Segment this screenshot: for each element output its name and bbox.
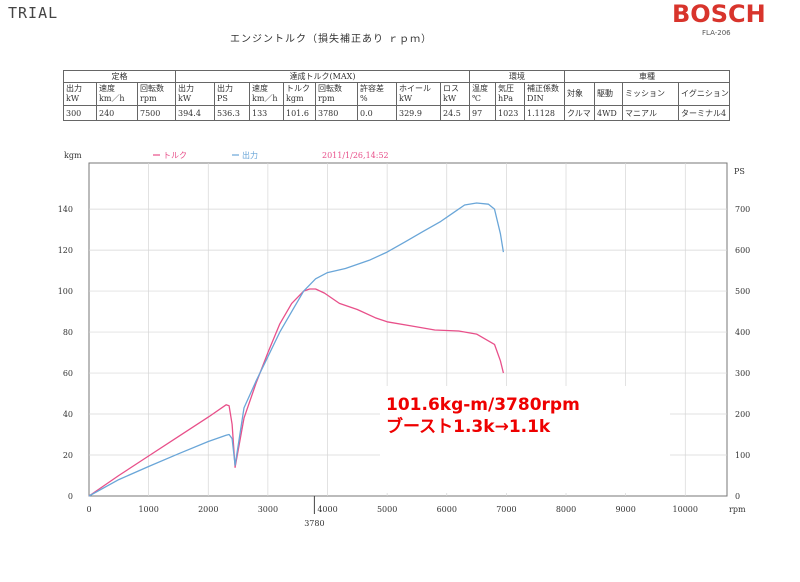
x-tick-label: 6000 (437, 505, 457, 514)
trial-label: TRIAL (8, 4, 59, 22)
x-tick-label: 7000 (496, 505, 516, 514)
y-left-tick-label: 140 (58, 205, 73, 214)
plot-frame (88, 162, 728, 497)
y-right-tick-label: 700 (735, 205, 750, 214)
y-right-tick-label: 100 (735, 451, 750, 460)
x-tick-label: 8000 (556, 505, 576, 514)
spec-table: 定格 達成トルク(MAX) 環境 車種 出力 kW 速度 km／h 回転数 rpm 出力 kW… (63, 70, 731, 121)
spec-header-cell: 駆動 (594, 82, 624, 106)
spec-value-cell: 240 (96, 105, 138, 121)
y-left-tick-label: 80 (63, 328, 73, 337)
spec-value-cell: ターミナル4 (678, 105, 731, 121)
timestamp-label: 2011/1/26,14:52 (322, 151, 389, 160)
y-right-tick-label: 0 (735, 492, 740, 501)
annotation-box (380, 386, 670, 493)
spec-value-cell: 300 (63, 105, 97, 121)
y-right-tick-label: 300 (735, 369, 750, 378)
y-left-tick-label: 0 (68, 492, 73, 501)
y-left-unit-label: kgm (64, 151, 82, 160)
spec-header-cell: 速度 km／h (249, 82, 284, 106)
legend-label-torque: トルク (163, 151, 187, 160)
x-tick-label: 9000 (615, 505, 635, 514)
y-right-unit-label: PS (734, 167, 745, 176)
model-number: FLA-206 (702, 29, 731, 37)
peak-marker-label: 3780 (304, 519, 324, 528)
spec-header-cell: ロス kW (439, 82, 471, 106)
spec-value-cell: 394.4 (175, 105, 215, 121)
x-tick-label: 4000 (317, 505, 337, 514)
y-right-tick-label: 500 (735, 287, 750, 296)
spec-header-cell: 対象 (564, 82, 596, 106)
x-tick-label: 2000 (198, 505, 218, 514)
y-left-tick-label: 100 (58, 287, 73, 296)
annotation-line-2: ブースト1.3k→1.1k (386, 416, 551, 437)
spec-value-row: 300 240 7500 394.4 536.3 133 101.6 3780 0.0 329.9… (63, 105, 731, 121)
y-left-tick-label: 40 (63, 410, 73, 419)
y-left-tick-label: 60 (63, 369, 73, 378)
x-tick-label: 1000 (138, 505, 158, 514)
spec-header-cell: イグニション (678, 82, 731, 106)
y-right-tick-label: 400 (735, 328, 750, 337)
spec-value-cell: 101.6 (283, 105, 316, 121)
spec-header-cell: 出力 kW (63, 82, 97, 106)
y-right-tick-label: 600 (735, 246, 750, 255)
spec-value-cell: マニアル (622, 105, 680, 121)
x-tick-label: 0 (86, 505, 91, 514)
legend-label-power: 出力 (242, 150, 258, 160)
x-tick-label: 10000 (673, 505, 698, 514)
y-right-tick-label: 200 (735, 410, 750, 419)
spec-value-cell: 24.5 (439, 105, 471, 121)
power-series-line (88, 202, 505, 497)
bosch-logo: BOSCH (672, 0, 766, 28)
spec-value-cell: 97 (469, 105, 497, 121)
spec-value-cell: 4WD (594, 105, 624, 121)
chart-title: エンジントルク（損失補正あり ｒｐｍ） (230, 34, 433, 45)
spec-header-cell: 回転数 rpm (315, 82, 358, 106)
x-tick-label: 3000 (258, 505, 278, 514)
spec-value-cell: 3780 (315, 105, 358, 121)
y-left-tick-label: 20 (63, 451, 73, 460)
annotation-line-1: 101.6kg-m/3780rpm (386, 395, 580, 415)
spec-header-cell: 出力 kW (175, 82, 215, 106)
spec-group-row: 定格 達成トルク(MAX) 環境 車種 (63, 70, 731, 83)
spec-header-cell: ミッション (622, 82, 680, 106)
y-left-tick-label: 120 (58, 246, 73, 255)
x-tick-label: 5000 (377, 505, 397, 514)
x-unit-label: rpm (729, 505, 746, 514)
